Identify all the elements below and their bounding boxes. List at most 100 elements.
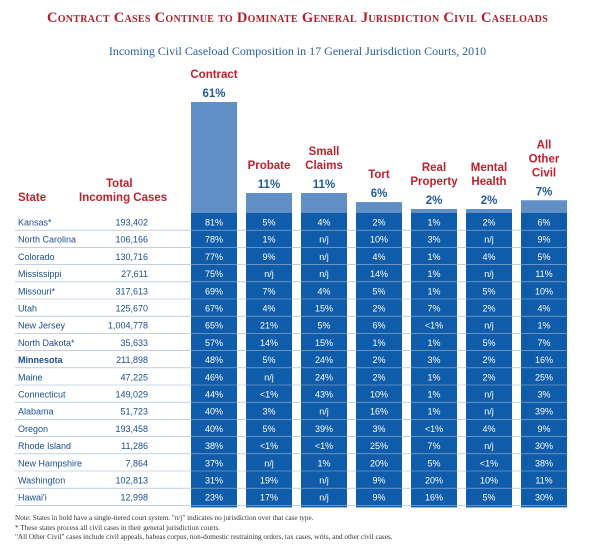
cell-percent: 7% [427, 304, 440, 314]
category-column [246, 213, 292, 508]
state-name: Alabama [18, 407, 54, 417]
cell-percent: 25% [370, 441, 388, 451]
total-incoming-cases: 102,813 [115, 476, 148, 486]
cell-percent: 16% [425, 493, 443, 503]
cell-percent: 5% [537, 252, 550, 262]
cell-percent: 5% [482, 493, 495, 503]
category-percent-label: 7% [536, 186, 553, 198]
category-header: Property [410, 176, 458, 188]
cell-percent: 2% [372, 372, 385, 382]
category-column [356, 213, 402, 508]
category-percent-label: 61% [202, 88, 225, 100]
cell-percent: 24% [315, 372, 333, 382]
cell-percent: 1% [262, 235, 275, 245]
cell-percent: 10% [480, 476, 498, 486]
cell-percent: 16% [370, 407, 388, 417]
cell-percent: 16% [535, 355, 553, 365]
category-bar [466, 209, 512, 213]
cell-percent: n/j [484, 269, 494, 279]
chart-canvas: 61% Contract 11% Probate 11% Small Claims 6% Tor… [15, 69, 568, 508]
cell-percent: 5% [427, 458, 440, 468]
cell-percent: 5% [262, 355, 275, 365]
cell-percent: 15% [315, 338, 333, 348]
cell-percent: 23% [205, 493, 223, 503]
cell-percent: 25% [535, 372, 553, 382]
footnote-line: "All Other Civil" cases include civil ap… [15, 533, 393, 542]
state-name: Hawai'i [18, 493, 47, 503]
cell-percent: 2% [372, 304, 385, 314]
total-header: Total [106, 178, 133, 190]
cell-percent: n/j [484, 321, 494, 331]
cell-percent: 38% [535, 458, 553, 468]
cell-percent: 57% [205, 338, 223, 348]
cell-percent: n/j [319, 252, 329, 262]
category-header: Contract [190, 69, 237, 81]
cell-percent: <1% [480, 458, 498, 468]
cell-percent: 4% [537, 304, 550, 314]
category-header: Tort [368, 169, 390, 181]
total-incoming-cases: 7,864 [125, 458, 148, 468]
cell-percent: n/j [484, 235, 494, 245]
category-column [411, 213, 457, 508]
state-name: North Dakota* [18, 338, 75, 348]
total-incoming-cases: 35,633 [120, 338, 148, 348]
cell-percent: 1% [427, 286, 440, 296]
category-column [301, 213, 347, 508]
category-header: All [537, 139, 552, 151]
cell-percent: 37% [205, 458, 223, 468]
total-incoming-cases: 193,402 [115, 218, 148, 228]
cell-percent: 5% [372, 286, 385, 296]
cell-percent: 5% [262, 218, 275, 228]
cell-percent: 48% [205, 355, 223, 365]
total-incoming-cases: 125,670 [115, 304, 148, 314]
cell-percent: 5% [317, 321, 330, 331]
cell-percent: 2% [372, 355, 385, 365]
state-name: Oregon [18, 424, 48, 434]
cell-percent: 30% [535, 441, 553, 451]
category-percent-label: 6% [371, 188, 388, 200]
cell-percent: n/j [319, 407, 329, 417]
cell-percent: 20% [370, 458, 388, 468]
cell-percent: 5% [482, 286, 495, 296]
cell-percent: n/j [319, 235, 329, 245]
cell-percent: 1% [427, 218, 440, 228]
cell-percent: 7% [427, 441, 440, 451]
category-percent-label: 11% [313, 179, 335, 191]
cell-percent: 39% [315, 424, 333, 434]
state-name: Kansas* [18, 218, 52, 228]
cell-percent: 9% [262, 252, 275, 262]
cell-percent: 1% [427, 372, 440, 382]
cell-percent: 6% [537, 218, 550, 228]
total-incoming-cases: 1,004,778 [108, 321, 148, 331]
cell-percent: 44% [205, 390, 223, 400]
cell-percent: 9% [372, 476, 385, 486]
cell-percent: 67% [205, 304, 223, 314]
cell-percent: 4% [482, 424, 495, 434]
cell-percent: 39% [535, 407, 553, 417]
cell-percent: 1% [427, 252, 440, 262]
cell-percent: 11% [535, 269, 552, 279]
cell-percent: n/j [264, 458, 274, 468]
cell-percent: 6% [372, 321, 385, 331]
category-header: Other [529, 153, 560, 165]
cell-percent: 75% [205, 269, 223, 279]
cell-percent: 69% [205, 286, 223, 296]
total-incoming-cases: 317,613 [115, 286, 148, 296]
category-header: Civil [532, 167, 556, 179]
cell-percent: 14% [260, 338, 278, 348]
cell-percent: n/j [319, 493, 329, 503]
category-percent-label: 11% [258, 179, 280, 191]
total-incoming-cases: 106,166 [115, 235, 148, 245]
cell-percent: 3% [427, 355, 440, 365]
cell-percent: 10% [370, 235, 388, 245]
cell-percent: 1% [427, 407, 440, 417]
total-incoming-cases: 130,716 [115, 252, 148, 262]
cell-percent: n/j [319, 269, 329, 279]
state-header: State [18, 192, 46, 204]
cell-percent: 78% [205, 235, 223, 245]
cell-percent: 9% [537, 235, 550, 245]
cell-percent: 1% [427, 390, 440, 400]
cell-percent: n/j [264, 269, 274, 279]
chart-title: Contract Cases Continue to Dominate Gene… [46, 10, 549, 26]
cell-percent: <1% [425, 424, 443, 434]
